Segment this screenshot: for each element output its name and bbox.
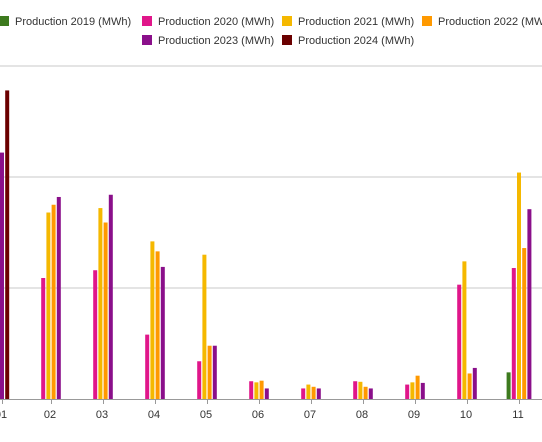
bar-02-3	[46, 212, 51, 399]
gridlines	[0, 65, 542, 289]
x-tick-label-01: 01	[0, 409, 7, 421]
bar-01-5	[0, 152, 4, 399]
legend-item-1[interactable]: Production 2019 (MWh)	[0, 16, 131, 28]
legend-item-2[interactable]: Production 2020 (MWh)	[142, 16, 274, 28]
bar-10-2	[457, 284, 462, 399]
legend-swatch	[422, 16, 432, 26]
legend-swatch	[142, 35, 152, 45]
bar-04-3	[150, 241, 155, 399]
legend-label: Production 2023 (MWh)	[158, 35, 274, 47]
bar-08-4	[363, 386, 368, 399]
bar-05-5	[212, 345, 217, 399]
bar-09-2	[405, 384, 410, 399]
bar-07-3	[306, 384, 311, 399]
legend-swatch	[0, 16, 9, 26]
legend-swatch	[282, 35, 292, 45]
legend-swatch	[142, 16, 152, 26]
bar-04-5	[160, 266, 165, 399]
x-tick-label-08: 08	[356, 409, 368, 421]
bar-08-5	[368, 388, 373, 399]
legend-label: Production 2019 (MWh)	[15, 16, 131, 28]
x-tick-label-11: 11	[512, 409, 523, 421]
bar-11-4	[522, 248, 527, 399]
bars	[0, 90, 532, 400]
bar-05-3	[202, 254, 207, 399]
bar-03-5	[108, 194, 113, 399]
x-tick-label-10: 10	[460, 409, 472, 421]
bar-04-2	[145, 334, 150, 399]
x-tick-label-07: 07	[304, 409, 316, 421]
bar-02-5	[56, 196, 61, 399]
bar-02-4	[51, 204, 56, 399]
bar-09-4	[415, 375, 420, 399]
bar-10-5	[472, 367, 477, 399]
bar-07-4	[311, 386, 316, 399]
bar-03-3	[98, 208, 103, 399]
bar-05-2	[197, 361, 202, 399]
bar-02-2	[41, 278, 46, 399]
bar-03-4	[103, 222, 108, 399]
x-tick-label-02: 02	[44, 409, 56, 421]
x-tick-label-06: 06	[252, 409, 264, 421]
chart-legend: Production 2019 (MWh) Production 2020 (MW…	[0, 16, 542, 47]
bar-06-3	[254, 382, 259, 399]
bar-06-5	[264, 388, 269, 399]
legend-swatch	[282, 16, 292, 26]
legend-label: Production 2022 (MWh)	[438, 16, 542, 28]
legend-label: Production 2024 (MWh)	[298, 35, 414, 47]
bar-11-5	[527, 209, 532, 399]
bar-10-4	[467, 373, 472, 399]
x-tick-label-09: 09	[408, 409, 420, 421]
bar-11-2	[511, 268, 516, 399]
legend-label: Production 2020 (MWh)	[158, 16, 274, 28]
bar-08-3	[358, 381, 363, 399]
x-tick-label-04: 04	[148, 409, 160, 421]
legend-item-3[interactable]: Production 2021 (MWh)	[282, 16, 414, 28]
bar-06-2	[249, 381, 254, 399]
bar-04-4	[155, 251, 160, 399]
legend-item-5[interactable]: Production 2023 (MWh)	[142, 35, 274, 47]
legend-label: Production 2021 (MWh)	[298, 16, 414, 28]
bar-05-4	[207, 345, 212, 399]
bar-08-2	[353, 381, 358, 399]
x-axis: 01 02 03 04 05 06 07 08 09 10 11	[0, 399, 542, 421]
bar-09-3	[410, 382, 415, 399]
bar-07-5	[316, 388, 321, 399]
bar-07-2	[301, 388, 306, 399]
bar-11-1	[506, 372, 511, 399]
legend-item-4[interactable]: Production 2022 (MWh)	[422, 16, 542, 28]
bar-09-5	[420, 382, 425, 399]
bar-11-3	[517, 172, 521, 399]
bar-01-6	[5, 90, 10, 400]
legend-item-6[interactable]: Production 2024 (MWh)	[282, 35, 414, 47]
bar-03-2	[93, 270, 98, 399]
x-tick-label-05: 05	[200, 409, 212, 421]
bar-06-4	[259, 380, 264, 399]
bar-10-3	[462, 261, 467, 399]
x-tick-label-03: 03	[96, 409, 108, 421]
